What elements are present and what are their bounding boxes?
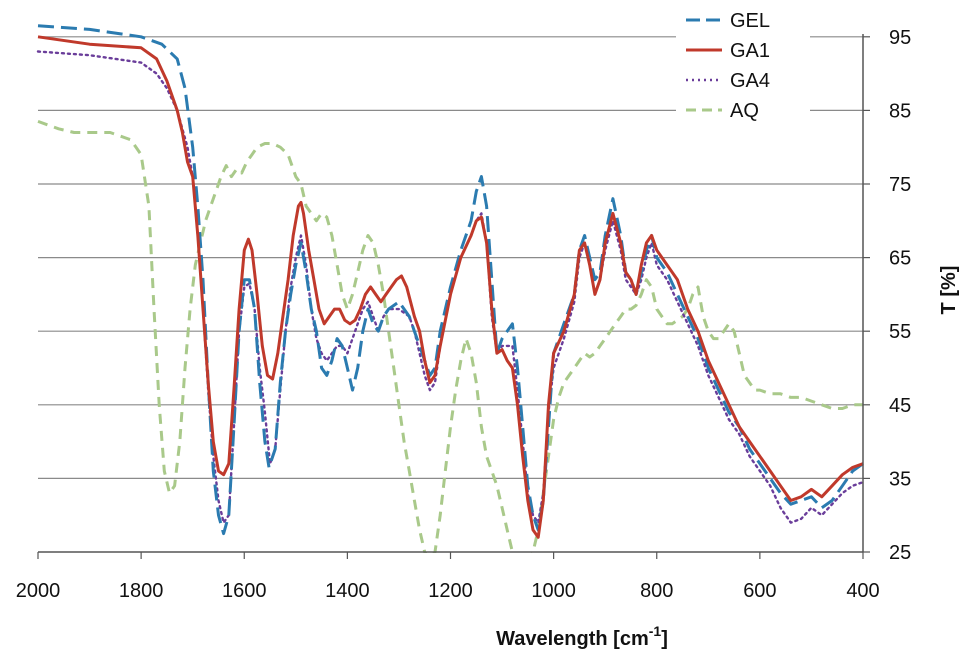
x-tick-label: 1000 [531, 580, 576, 602]
y-axis-title: T [%] [938, 266, 960, 315]
plot-bottom-mask [0, 553, 965, 650]
y-tick-label: 95 [889, 27, 911, 49]
y-tick-labels: 25 35 45 55 65 75 85 95 [863, 27, 911, 564]
x-tick-label: 600 [743, 580, 776, 602]
x-tick-label: 1400 [325, 580, 370, 602]
x-tick-label: 800 [640, 580, 673, 602]
x-tick-label: 1600 [222, 580, 267, 602]
x-tick-label: 400 [846, 580, 879, 602]
series-layer [0, 24, 965, 650]
legend-label-aq: AQ [730, 100, 759, 122]
y-tick-label: 75 [889, 174, 911, 196]
legend-label-gel: GEL [730, 10, 770, 32]
x-tick-label: 2000 [16, 580, 61, 602]
legend: GEL GA1 GA4 AQ [676, 4, 810, 126]
y-tick-label: 45 [889, 395, 911, 417]
y-tick-label: 35 [889, 468, 911, 490]
y-tick-label: 85 [889, 100, 911, 122]
y-tick-label: 25 [889, 542, 911, 564]
series-line-ga1 [37, 35, 864, 539]
legend-label-ga1: GA1 [730, 40, 770, 62]
x-axis-title: Wavelength [cm-1] [496, 623, 668, 650]
gridlines [38, 36, 863, 479]
x-tick-label: 1800 [119, 580, 164, 602]
legend-background [676, 4, 810, 126]
series-line-aq [37, 119, 863, 576]
legend-label-ga4: GA4 [730, 70, 770, 92]
x-tick-label: 1200 [428, 580, 473, 602]
x-tick-labels: 2000 1800 1600 1400 1200 1000 800 600 400 [16, 552, 880, 602]
y-tick-label: 55 [889, 321, 911, 343]
y-tick-label: 65 [889, 248, 911, 270]
